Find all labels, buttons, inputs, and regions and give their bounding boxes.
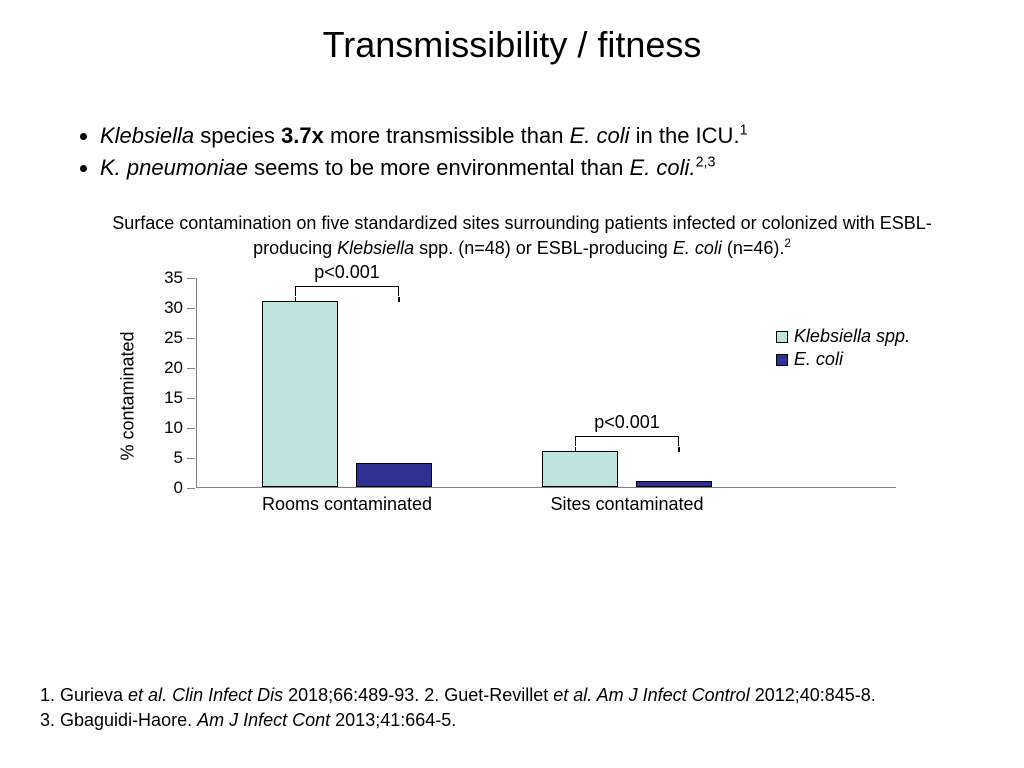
y-tick-label: 0	[153, 478, 183, 498]
bar	[262, 301, 338, 487]
y-axis-label: % contaminated	[118, 332, 139, 461]
p-value-label: p<0.001	[594, 412, 660, 433]
legend-swatch	[776, 331, 788, 343]
references: 1. Gurieva et al. Clin Infect Dis 2018;6…	[40, 683, 984, 732]
legend-swatch	[776, 354, 788, 366]
legend-item: E. coli	[776, 349, 910, 370]
legend: Klebsiella spp.E. coli	[776, 326, 910, 372]
legend-label: E. coli	[794, 349, 843, 370]
y-tick-label: 20	[153, 358, 183, 378]
bar	[636, 481, 712, 487]
contamination-chart: % contaminated 05101520253035Rooms conta…	[140, 268, 910, 524]
sig-bracket	[575, 436, 679, 446]
y-tick-label: 10	[153, 418, 183, 438]
y-tick-label: 30	[153, 298, 183, 318]
y-tick-label: 5	[153, 448, 183, 468]
plot-area: 05101520253035Rooms contaminatedp<0.001S…	[196, 278, 896, 488]
chart-caption: Surface contamination on five standardiz…	[110, 212, 934, 260]
bullet-2: K. pneumoniae seems to be more environme…	[100, 153, 1024, 183]
reference-line-2: 3. Gbaguidi-Haore. Am J Infect Cont 2013…	[40, 708, 984, 732]
y-tick-label: 15	[153, 388, 183, 408]
bullet-list: Klebsiella species 3.7x more transmissib…	[60, 121, 1024, 182]
bar	[356, 463, 432, 487]
reference-line-1: 1. Gurieva et al. Clin Infect Dis 2018;6…	[40, 683, 984, 707]
y-tick-label: 35	[153, 268, 183, 288]
legend-item: Klebsiella spp.	[776, 326, 910, 347]
y-tick-label: 25	[153, 328, 183, 348]
page-title: Transmissibility / fitness	[0, 0, 1024, 66]
bar	[542, 451, 618, 487]
sig-bracket	[295, 286, 399, 296]
x-category-label: Rooms contaminated	[262, 494, 432, 515]
bullet-1: Klebsiella species 3.7x more transmissib…	[100, 121, 1024, 151]
p-value-label: p<0.001	[314, 262, 380, 283]
legend-label: Klebsiella spp.	[794, 326, 910, 347]
x-category-label: Sites contaminated	[550, 494, 703, 515]
